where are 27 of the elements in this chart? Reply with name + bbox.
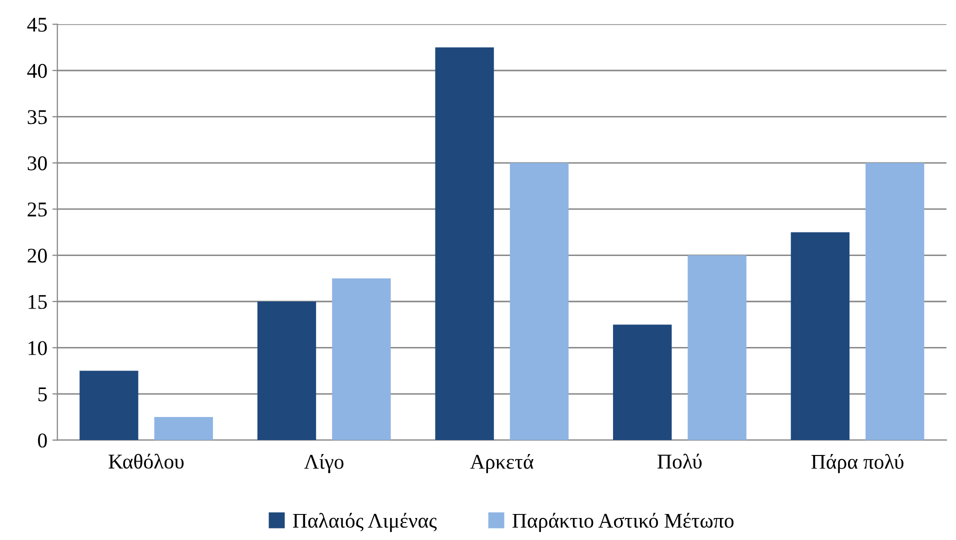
x-tick-label: Πάρα πολύ <box>811 454 904 474</box>
y-tick-label: 10 <box>28 341 47 356</box>
bar <box>866 162 924 440</box>
x-tick-label: Καθόλου <box>108 454 184 469</box>
legend-label: Παράκτιο Αστικό Μέτωπο <box>512 512 734 532</box>
y-tick-label: 15 <box>28 294 47 309</box>
bar <box>80 370 138 440</box>
y-tick-label: 40 <box>27 64 47 78</box>
legend-label: Παλαιός Λιμένας <box>292 512 437 532</box>
bar <box>688 255 746 440</box>
bar <box>790 232 850 440</box>
bar <box>613 324 672 440</box>
bar <box>332 278 391 440</box>
bar <box>154 417 213 440</box>
y-tick-label: 30 <box>28 156 47 170</box>
x-tick-label: Αρκετά <box>470 454 534 474</box>
y-tick-label: 5 <box>38 387 47 402</box>
bar <box>257 302 316 440</box>
y-tick-label: 35 <box>28 110 47 124</box>
y-tick-label: 25 <box>28 202 47 217</box>
bar <box>510 162 569 440</box>
y-tick-label: 45 <box>27 18 47 32</box>
y-tick-label: 20 <box>28 248 47 263</box>
x-tick-label: Πολύ <box>658 454 702 469</box>
bar <box>435 47 494 440</box>
y-tick-label: 0 <box>38 433 47 448</box>
x-tick-label: Λίγο <box>304 454 344 474</box>
